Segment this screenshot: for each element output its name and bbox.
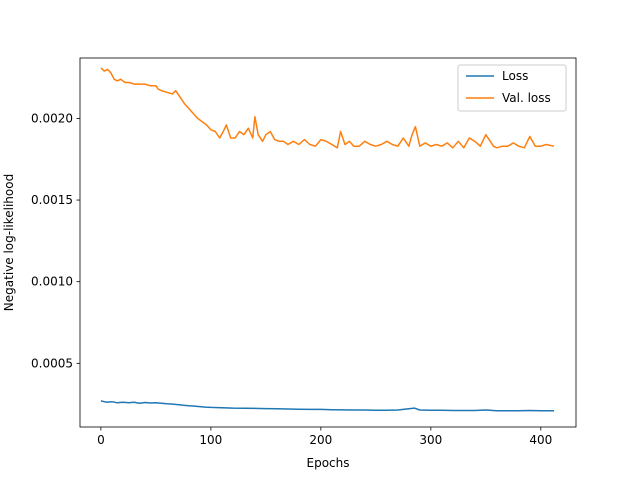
x-tick-label: 100	[199, 433, 222, 447]
x-axis-label: Epochs	[307, 456, 350, 470]
plot-lines	[100, 67, 555, 412]
y-tick-label: 0.0020	[31, 111, 73, 125]
y-tick-label: 0.0015	[31, 193, 73, 207]
x-tick-label: 0	[97, 433, 105, 447]
legend: Loss Val. loss	[457, 64, 567, 112]
x-tick-label: 300	[419, 433, 442, 447]
plot-area-frame	[79, 57, 577, 428]
y-axis-ticks: 0.0005 0.0010 0.0015 0.0020	[31, 111, 80, 370]
series-line-loss	[100, 400, 554, 412]
legend-label-loss: Loss	[502, 69, 528, 83]
y-tick-label: 0.0005	[31, 356, 73, 370]
series-line-val-loss	[100, 67, 555, 149]
y-tick-label: 0.0010	[31, 275, 73, 289]
x-tick-label: 200	[309, 433, 332, 447]
x-tick-label: 400	[529, 433, 552, 447]
x-axis-ticks: 0 100 200 300 400	[97, 427, 552, 447]
y-axis-label: Negative log-likelihood	[2, 174, 16, 311]
legend-label-val-loss: Val. loss	[502, 91, 551, 105]
